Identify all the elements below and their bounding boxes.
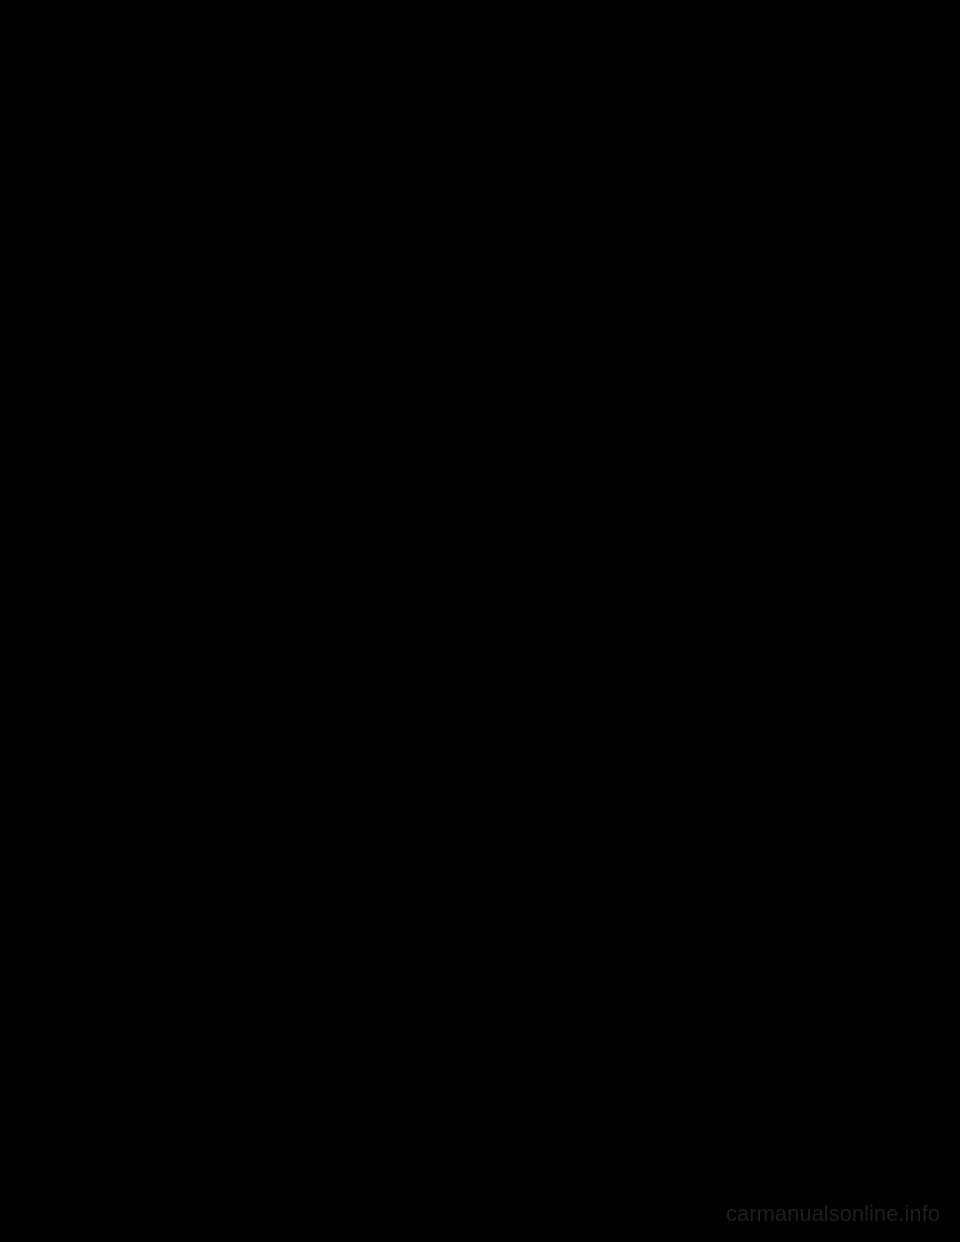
table-cell	[279, 157, 589, 257]
watermark-text: carmanualsonline.info	[726, 1201, 940, 1227]
table-cell	[765, 804, 899, 834]
table-cell	[614, 924, 765, 954]
table-cell	[61, 1104, 463, 1134]
table-cell	[463, 924, 614, 954]
table-row	[61, 1074, 899, 1104]
table2-container	[60, 803, 900, 1135]
table-row	[61, 1044, 899, 1074]
table-cell	[765, 1014, 899, 1044]
table-cell	[61, 1044, 463, 1074]
table-cell	[614, 894, 765, 924]
specifications-table-1	[60, 132, 900, 583]
table-cell	[463, 1044, 614, 1074]
table-row	[61, 864, 899, 894]
table-cell	[463, 984, 614, 1014]
table-cell	[614, 1074, 765, 1104]
table-cell	[463, 954, 614, 984]
table-cell	[765, 984, 899, 1014]
table-row	[61, 133, 899, 157]
table-cell	[614, 984, 765, 1014]
table-cell	[463, 804, 614, 834]
specifications-table-2	[60, 803, 900, 1135]
table-cell	[463, 864, 614, 894]
table-row	[61, 924, 899, 954]
table-cell	[463, 1104, 614, 1134]
table-cell	[765, 1104, 899, 1134]
table-cell	[61, 257, 279, 357]
table-cell	[61, 804, 463, 834]
table-cell	[61, 864, 463, 894]
table-row	[61, 984, 899, 1014]
table-cell	[61, 894, 463, 924]
table-cell	[463, 1014, 614, 1044]
table-row	[61, 257, 899, 357]
table-cell	[279, 133, 589, 157]
table-cell	[61, 924, 463, 954]
table-cell	[765, 924, 899, 954]
table-cell	[589, 257, 899, 357]
table-row	[61, 512, 899, 582]
table-row	[61, 834, 899, 864]
table-cell	[589, 357, 899, 512]
table-row	[61, 1014, 899, 1044]
table-row	[61, 954, 899, 984]
table-cell	[61, 834, 463, 864]
table-cell	[765, 864, 899, 894]
table-cell	[61, 157, 279, 257]
table-cell	[614, 1104, 765, 1134]
table-cell	[61, 357, 279, 512]
table-cell	[61, 512, 279, 582]
table-cell	[279, 512, 589, 582]
table-row	[61, 157, 899, 257]
table-cell	[614, 834, 765, 864]
table-cell	[61, 954, 463, 984]
table-cell	[589, 512, 899, 582]
section-gap	[60, 583, 900, 723]
table-row	[61, 804, 899, 834]
table-cell	[61, 984, 463, 1014]
table-cell	[61, 133, 279, 157]
header-rule	[60, 50, 900, 52]
table-row	[61, 894, 899, 924]
table1-container	[60, 132, 900, 583]
table-cell	[463, 1074, 614, 1104]
table-cell	[463, 834, 614, 864]
table-cell	[614, 954, 765, 984]
table-row	[61, 357, 899, 512]
table-row	[61, 1104, 899, 1134]
table-cell	[61, 1074, 463, 1104]
table-cell	[279, 257, 589, 357]
table-cell	[765, 1074, 899, 1104]
table-cell	[765, 834, 899, 864]
table-cell	[463, 894, 614, 924]
table-cell	[279, 357, 589, 512]
table-cell	[589, 157, 899, 257]
table-cell	[614, 1044, 765, 1074]
table-cell	[765, 954, 899, 984]
table-cell	[61, 1014, 463, 1044]
table-cell	[765, 894, 899, 924]
table-cell	[765, 1044, 899, 1074]
table-cell	[614, 1014, 765, 1044]
table-cell	[614, 804, 765, 834]
table-cell	[589, 133, 899, 157]
table-cell	[614, 864, 765, 894]
